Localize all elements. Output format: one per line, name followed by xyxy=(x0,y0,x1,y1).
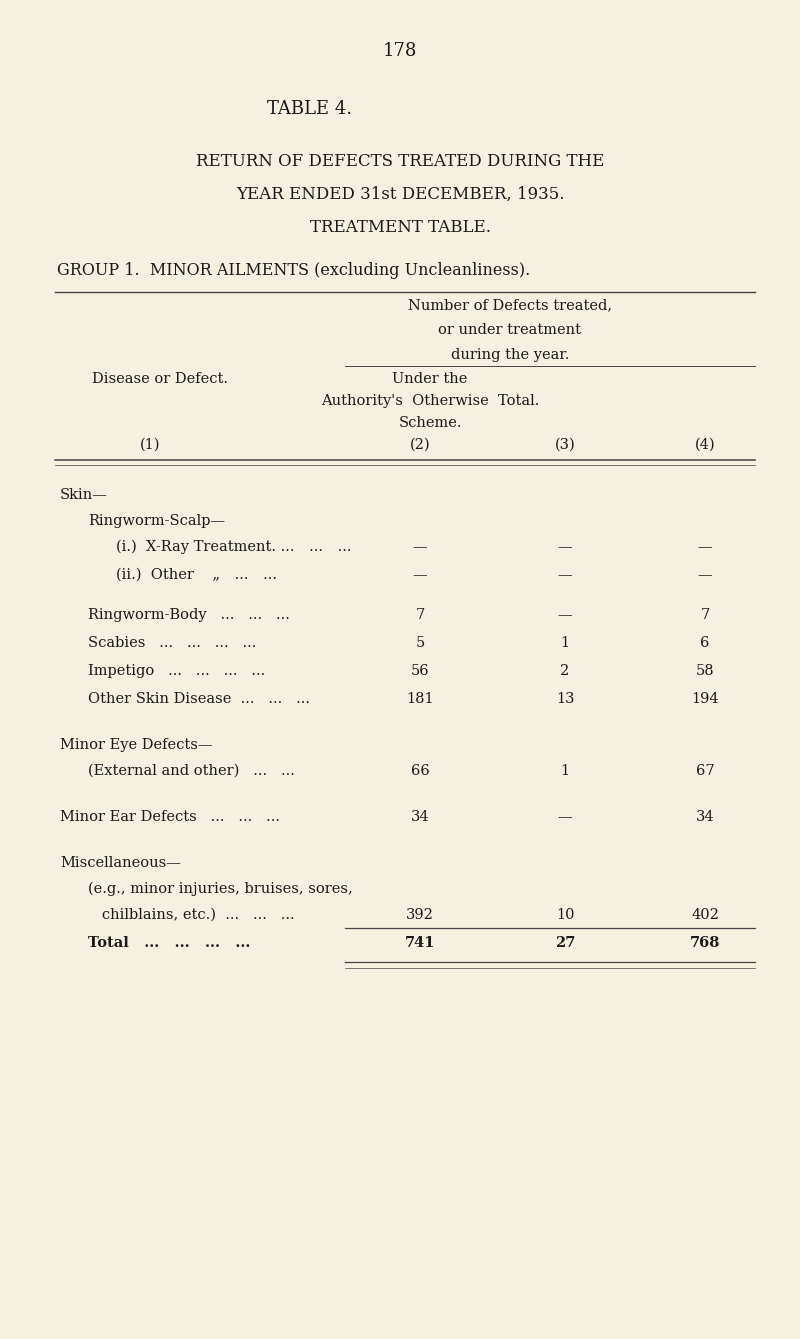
Text: —: — xyxy=(558,540,572,554)
Text: —: — xyxy=(558,568,572,582)
Text: Number of Defects treated,: Number of Defects treated, xyxy=(408,299,612,312)
Text: (External and other)   ...   ...: (External and other) ... ... xyxy=(88,765,295,778)
Text: —: — xyxy=(558,810,572,823)
Text: Scheme.: Scheme. xyxy=(398,416,462,430)
Text: 768: 768 xyxy=(690,936,720,949)
Text: Under the: Under the xyxy=(392,372,468,386)
Text: Disease or Defect.: Disease or Defect. xyxy=(92,372,228,386)
Text: Miscellaneous—: Miscellaneous— xyxy=(60,856,181,870)
Text: Other Skin Disease  ...   ...   ...: Other Skin Disease ... ... ... xyxy=(88,692,310,706)
Text: or under treatment: or under treatment xyxy=(438,323,582,337)
Text: 13: 13 xyxy=(556,692,574,706)
Text: 178: 178 xyxy=(383,42,417,60)
Text: Minor Eye Defects—: Minor Eye Defects— xyxy=(60,738,213,753)
Text: —: — xyxy=(413,568,427,582)
Text: 2: 2 xyxy=(560,664,570,678)
Text: (3): (3) xyxy=(554,438,575,453)
Text: Ringworm-Scalp—: Ringworm-Scalp— xyxy=(88,514,225,528)
Text: Skin—: Skin— xyxy=(60,487,108,502)
Text: Ringworm-Body   ...   ...   ...: Ringworm-Body ... ... ... xyxy=(88,608,290,623)
Text: Authority's  Otherwise  Total.: Authority's Otherwise Total. xyxy=(321,394,539,408)
Text: GROUP 1.  MINOR AILMENTS (excluding Uncleanliness).: GROUP 1. MINOR AILMENTS (excluding Uncle… xyxy=(57,262,530,279)
Text: Impetigo   ...   ...   ...   ...: Impetigo ... ... ... ... xyxy=(88,664,266,678)
Text: —: — xyxy=(698,540,712,554)
Text: 392: 392 xyxy=(406,908,434,923)
Text: (2): (2) xyxy=(410,438,430,453)
Text: (ii.)  Other    „ ... ...: (ii.) Other „ ... ... xyxy=(116,568,277,582)
Text: 56: 56 xyxy=(410,664,430,678)
Text: 6: 6 xyxy=(700,636,710,649)
Text: (1): (1) xyxy=(140,438,160,453)
Text: 194: 194 xyxy=(691,692,719,706)
Text: 741: 741 xyxy=(405,936,435,949)
Text: Scabies   ...   ...   ...   ...: Scabies ... ... ... ... xyxy=(88,636,256,649)
Text: —: — xyxy=(558,608,572,623)
Text: 1: 1 xyxy=(561,636,570,649)
Text: (i.)  X-Ray Treatment. ... ... ...: (i.) X-Ray Treatment. ... ... ... xyxy=(116,540,351,554)
Text: 34: 34 xyxy=(410,810,430,823)
Text: YEAR ENDED 31st DECEMBER, 1935.: YEAR ENDED 31st DECEMBER, 1935. xyxy=(236,186,564,204)
Text: 7: 7 xyxy=(700,608,710,623)
Text: 66: 66 xyxy=(410,765,430,778)
Text: TREATMENT TABLE.: TREATMENT TABLE. xyxy=(310,220,490,236)
Text: 181: 181 xyxy=(406,692,434,706)
Text: 67: 67 xyxy=(696,765,714,778)
Text: —: — xyxy=(698,568,712,582)
Text: Total   ...   ...   ...   ...: Total ... ... ... ... xyxy=(88,936,250,949)
Text: —: — xyxy=(413,540,427,554)
Text: Minor Ear Defects   ...   ...   ...: Minor Ear Defects ... ... ... xyxy=(60,810,280,823)
Text: 34: 34 xyxy=(696,810,714,823)
Text: (e.g., minor injuries, bruises, sores,: (e.g., minor injuries, bruises, sores, xyxy=(88,882,353,896)
Text: 5: 5 xyxy=(415,636,425,649)
Text: chilblains, etc.)  ...   ...   ...: chilblains, etc.) ... ... ... xyxy=(88,908,294,923)
Text: during the year.: during the year. xyxy=(451,348,569,362)
Text: (4): (4) xyxy=(694,438,715,453)
Text: 7: 7 xyxy=(415,608,425,623)
Text: 27: 27 xyxy=(555,936,575,949)
Text: 402: 402 xyxy=(691,908,719,923)
Text: 1: 1 xyxy=(561,765,570,778)
Text: 10: 10 xyxy=(556,908,574,923)
Text: 58: 58 xyxy=(696,664,714,678)
Text: RETURN OF DEFECTS TREATED DURING THE: RETURN OF DEFECTS TREATED DURING THE xyxy=(196,153,604,170)
Text: TABLE 4.: TABLE 4. xyxy=(267,100,353,118)
